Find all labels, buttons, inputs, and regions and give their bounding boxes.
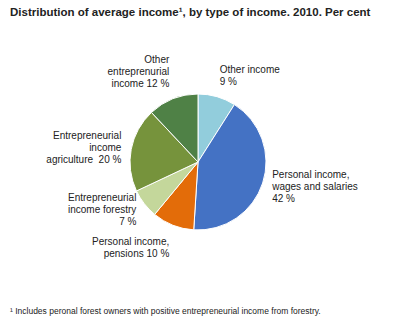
slice-label: Otherentreprenurialincome 12 % [108, 54, 170, 89]
pie [130, 94, 266, 230]
chart: Distribution of average income¹, by type… [0, 0, 396, 320]
slice-label: Personal income,pensions 10 % [92, 236, 169, 259]
footnote: ¹ Includes peronal forest owners with po… [10, 306, 321, 316]
title: Distribution of average income¹, by type… [10, 6, 371, 18]
slice-label: Other income9 % [220, 64, 280, 87]
slice-label: Personal income,wages and salaries42 % [271, 169, 358, 204]
slice-label: Entrepreneurialincomeagriculture 20 % [46, 130, 121, 165]
slice [151, 94, 198, 162]
slice-label: Entrepreneurialincome forestry7 % [68, 192, 136, 227]
slice [194, 105, 266, 230]
